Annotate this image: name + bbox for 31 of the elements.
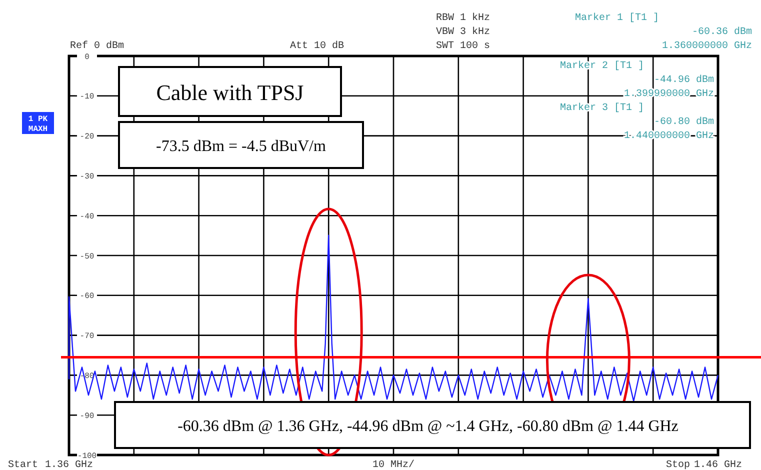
x-axis-title: 10 MHz/ [372,459,415,470]
text: Stop [666,460,690,470]
text: 1.360000000 GHz [662,41,752,52]
text: Ref 0 dBm [70,40,124,52]
y-tick-label: -10 [80,92,94,102]
annotation: Cable with TPSJ [156,80,304,105]
text: 1 PK [28,115,48,124]
text: RBW 1 kHz [436,12,490,24]
text: Start [8,460,38,470]
text: -60.36 dBm [692,26,752,38]
text: VBW 3 kHz [436,26,490,38]
y-tick-label: -50 [80,252,94,262]
line-series [68,234,719,402]
x-tick-label: 1.36 GHz [44,460,94,470]
y-tick-label: -90 [80,412,94,421]
y-tick-label: -100 [77,452,97,461]
y-tick-label: -20 [80,132,94,142]
annotation: -44.96 dBm [654,74,714,86]
y-tick-label: -70 [80,332,94,342]
annotation: -60.36 dBm @ 1.36 GHz, -44.96 dBm @ ~1.4 GHz, -60.80 dBm @ 1.44 GHz [178,418,678,435]
text: Marker 1 [T1 ] [575,12,660,24]
annotation: -60.80 dBm [654,116,714,128]
text: Att 10 dB [290,40,344,52]
y-tick-label: 0 [84,52,90,62]
y-tick-label: -30 [80,172,94,182]
x-tick-label: 1.46 GHz [694,460,742,470]
text: SWT 100 s [436,41,490,52]
text: MAXH [28,125,48,134]
y-tick-label: -40 [80,212,94,222]
annotation: -73.5 dBm = -4.5 dBuV/m [156,138,327,155]
y-tick-label: -60 [80,292,94,302]
